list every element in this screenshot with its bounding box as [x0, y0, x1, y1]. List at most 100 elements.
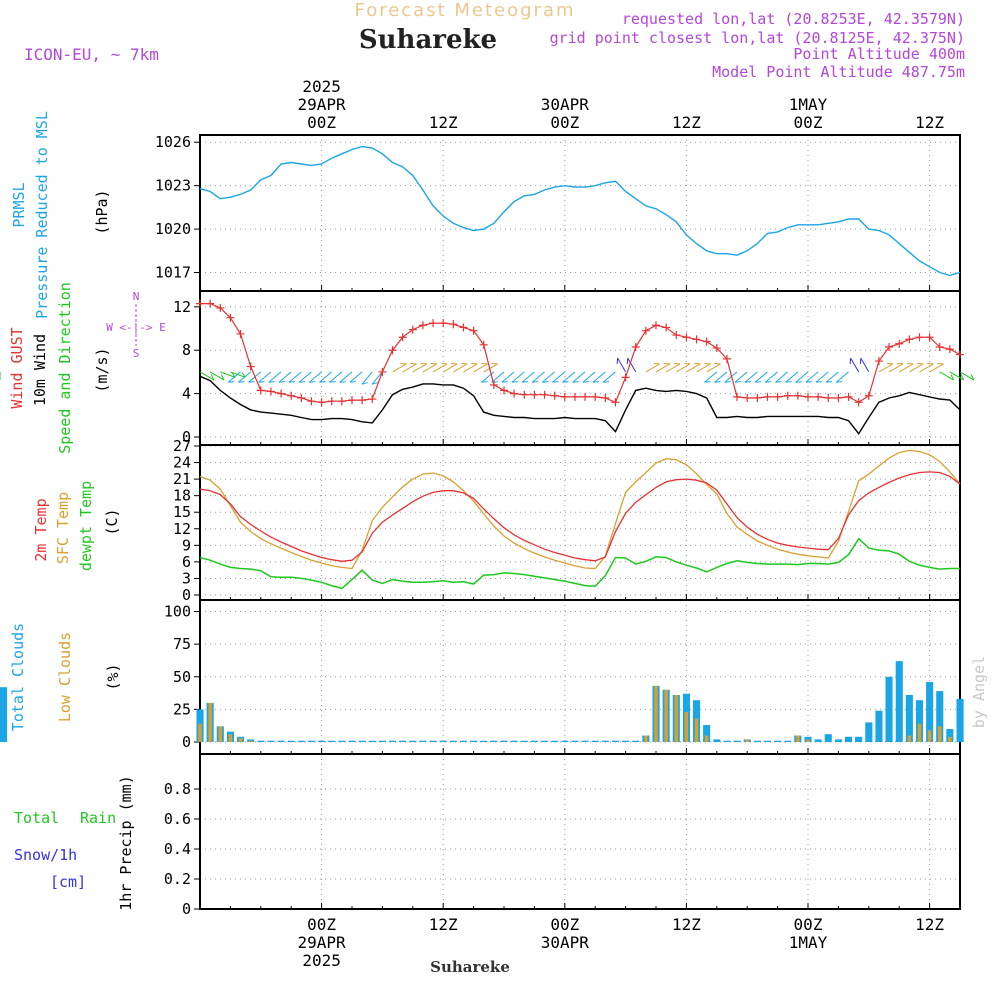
bottom-time-label: 12Z	[915, 915, 944, 934]
wind-gust-marker	[439, 319, 448, 328]
wind-barb-shaft	[785, 371, 799, 383]
wind-barb-shaft	[220, 371, 236, 378]
product-title: Forecast Meteogram	[354, 0, 575, 21]
wind-gust-marker	[712, 344, 721, 353]
wind-barb	[859, 357, 870, 373]
y-tick-label: 15	[173, 503, 191, 521]
top-time-label: 00Z	[307, 113, 336, 132]
total-cloud-bar	[389, 740, 397, 742]
wind-barb-flag	[501, 381, 508, 383]
total-cloud-bar	[318, 740, 326, 742]
model-point-altitude: Model Point Altitude 487.75m	[712, 63, 965, 81]
wind-gust-marker	[429, 319, 438, 328]
y-tick-label: 21	[173, 470, 191, 488]
wind-barb-shaft	[724, 371, 738, 383]
wind-gust-marker	[783, 391, 792, 400]
wind-barb	[491, 371, 505, 383]
wind-barb	[511, 371, 525, 383]
wind-gust-marker	[591, 392, 600, 401]
bottom-time-label: 30APR	[541, 933, 590, 952]
wind-barb	[473, 362, 488, 373]
wind-barb-shaft	[227, 371, 241, 383]
total-cloud-bar	[409, 740, 417, 742]
wind-barb	[319, 371, 333, 383]
wind-gust-marker	[956, 350, 964, 359]
wind-barb-flag	[805, 381, 812, 383]
total-cloud-bar	[855, 736, 863, 742]
total-cloud-bar	[926, 682, 934, 742]
low-cloud-bar	[704, 735, 709, 742]
wind-barb	[849, 357, 860, 373]
wind-gust-marker	[692, 335, 701, 344]
wind-barb-shaft	[754, 371, 768, 383]
wind-barb-flag	[785, 381, 792, 383]
wind-gust-marker	[550, 391, 559, 400]
wind-barb-shaft	[835, 371, 849, 383]
wind-barb	[898, 362, 914, 373]
wind-barb-shaft	[278, 371, 292, 383]
low-cloud-bar	[694, 718, 699, 742]
wind-barb-flag	[522, 381, 529, 383]
top-time-label: 00Z	[550, 113, 579, 132]
wind-barb-shaft	[199, 371, 215, 381]
wind-barb-shaft	[531, 371, 545, 383]
wind-barb-flag	[258, 381, 265, 383]
wind-barb-flag	[349, 381, 356, 383]
temp-2m-line	[199, 471, 961, 562]
wind-gust-marker	[702, 337, 711, 346]
pressure-unit-label: (hPa)	[93, 189, 111, 234]
wind-barb	[795, 371, 809, 383]
wind-barb-shaft	[238, 371, 251, 383]
wind-barb	[626, 357, 637, 373]
panel-frame	[199, 134, 961, 292]
wind-barb-shaft	[602, 371, 616, 383]
wind-barb	[724, 371, 738, 383]
wind-barb-shaft	[349, 371, 363, 383]
panel-frame	[199, 290, 961, 446]
total-cloud-bar	[611, 740, 619, 742]
requested-coords: requested lon,lat (20.8253E, 42.3579N)	[622, 10, 965, 28]
y-tick-label: 25	[173, 700, 191, 718]
y-tick-label: 0	[182, 428, 191, 446]
top-time-label: 30APR	[541, 95, 590, 114]
y-tick-label: 0.4	[164, 840, 191, 858]
wind-barb-shaft	[655, 363, 671, 373]
wind-barb-shaft	[888, 363, 904, 373]
panel-frame	[199, 753, 961, 910]
wind-barb-shaft	[676, 363, 691, 373]
total-cloud-bar	[277, 740, 285, 742]
total-cloud-bar	[551, 740, 559, 742]
wind-barb	[744, 371, 758, 383]
wind-barb-shaft	[939, 371, 954, 381]
total-cloud-bar	[399, 740, 407, 742]
total-cloud-bar	[459, 740, 467, 742]
wind-barb-shaft	[392, 363, 407, 373]
wind-barb	[582, 371, 596, 383]
precip-labels: Total Rain Snow/1h [cm] 1hr Precip (mm)	[14, 775, 135, 910]
wind-gust-label: Wind GUST	[8, 327, 26, 408]
bottom-time-label: 29APR	[298, 933, 347, 952]
wind-barb-flag	[572, 381, 579, 383]
total-cloud-bar	[368, 740, 376, 742]
total-cloud-bar	[733, 740, 741, 742]
wind-barb	[531, 371, 545, 383]
wind-barb-flag	[960, 374, 965, 381]
total-cloud-bar	[915, 700, 923, 742]
total-cloud-bar	[763, 740, 771, 742]
wind-barb	[572, 371, 586, 383]
point-altitude: Point Altitude 400m	[793, 45, 965, 63]
low-cloud-bar	[917, 723, 922, 742]
total-clouds-label: Total Clouds	[9, 623, 27, 731]
precip-unit-label: 1hr Precip (mm)	[117, 775, 135, 910]
y-tick-label: 1020	[155, 220, 191, 238]
wind-barb-shaft	[319, 371, 333, 383]
meteogram-panels: 1017102010231026048120369121518212427025…	[0, 133, 975, 918]
total-cloud-bar	[267, 740, 275, 742]
wind-gust-marker	[773, 392, 782, 401]
wind-barb-shaft	[209, 371, 225, 381]
wind-10m-label: 10m Wind	[31, 334, 49, 406]
wind-barb	[371, 371, 383, 385]
total-cloud-bar	[287, 740, 295, 742]
pressure-msl-label: Pressure Reduced to MSL	[33, 111, 51, 319]
